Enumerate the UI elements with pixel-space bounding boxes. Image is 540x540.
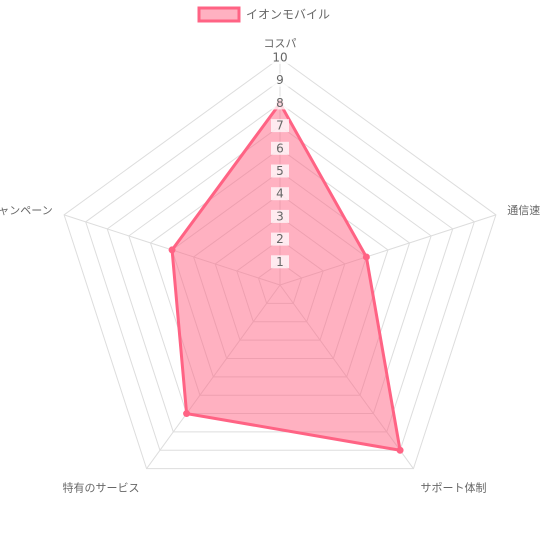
tick-label: 8 (276, 96, 284, 110)
tick-backdrop (271, 141, 289, 155)
category-label: 特有のサービス (63, 480, 140, 494)
tick-label: 1 (276, 255, 284, 269)
tick-label: 2 (276, 232, 284, 246)
radar-point (183, 410, 191, 418)
category-label: キャンペーン (0, 204, 53, 217)
grid-line (63, 57, 497, 470)
legend-swatch (197, 6, 241, 23)
tick-backdrop (271, 51, 289, 64)
tick-backdrop (271, 187, 289, 201)
tick-backdrop (271, 255, 289, 269)
radar-point (396, 446, 404, 454)
tick-label: 6 (276, 141, 284, 155)
tick-backdrop (271, 164, 289, 178)
grid-line (106, 102, 454, 433)
grid-line (85, 80, 475, 451)
category-label: コスパ (264, 37, 297, 50)
tick-backdrop (271, 96, 289, 110)
tick-label: 7 (276, 119, 284, 133)
tick-label: 5 (276, 164, 284, 178)
tick-label: 3 (276, 209, 284, 223)
radar-point (168, 246, 176, 254)
tick-label: 4 (276, 187, 284, 201)
tick-backdrop (271, 73, 289, 87)
legend-label: イオンモバイル (246, 8, 330, 22)
category-label: サポート体制 (420, 480, 486, 494)
tick-label: 10 (272, 51, 287, 65)
tick-label: 9 (276, 73, 284, 87)
tick-backdrop (271, 232, 289, 246)
category-label: 通信速度 (507, 203, 540, 217)
radar-point (362, 253, 370, 261)
radar-area (170, 100, 402, 453)
tick-backdrop (271, 119, 289, 133)
tick-backdrop (271, 209, 289, 223)
